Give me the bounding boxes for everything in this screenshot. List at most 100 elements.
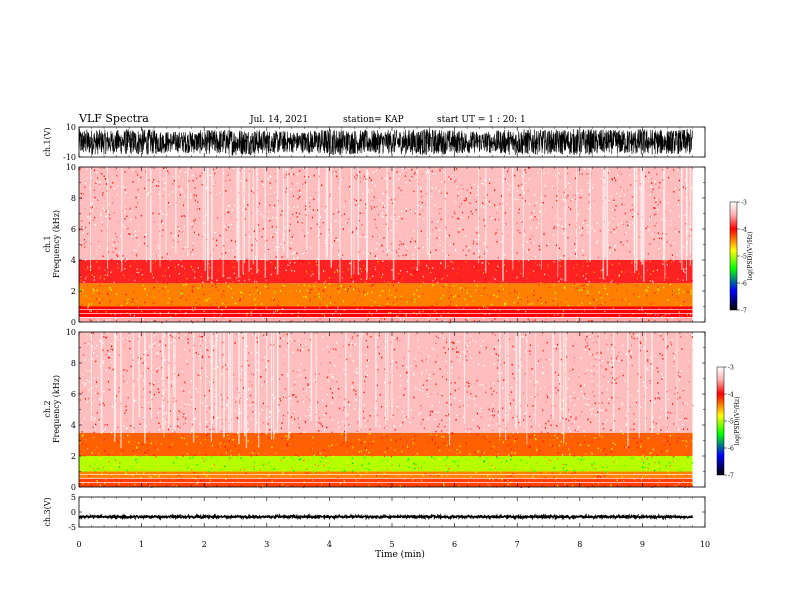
- spectrogram-cell: [290, 188, 292, 190]
- spectrogram-cell: [551, 313, 553, 315]
- spectrogram-cell: [547, 171, 549, 174]
- spectrogram-cell: [283, 319, 286, 322]
- spectrogram-cell: [407, 446, 409, 448]
- spectrogram-cell: [644, 175, 647, 178]
- spectrogram-cell: [369, 428, 371, 431]
- spectrogram-cell: [419, 199, 421, 202]
- spectrogram-cell: [321, 184, 323, 187]
- spectrogram-cell: [497, 265, 499, 268]
- spectrogram-cell: [177, 235, 180, 237]
- spectrogram-cell: [305, 415, 307, 417]
- spectrogram-cell: [426, 347, 428, 349]
- spectrogram-cell: [267, 227, 269, 229]
- spectrogram-cell: [123, 208, 125, 211]
- spectrogram-cell: [657, 235, 659, 238]
- spectrogram-cell: [579, 463, 581, 465]
- spectrogram-cell: [148, 283, 151, 286]
- spectrogram-cell: [500, 195, 503, 197]
- spectrogram-cell: [143, 301, 146, 304]
- spectrogram-cell: [228, 285, 230, 288]
- spectrogram-cell: [519, 170, 521, 173]
- spectrogram-cell: [674, 187, 677, 189]
- spectrogram-cell: [673, 242, 675, 244]
- spectrogram-cell: [539, 248, 541, 251]
- spectrogram-cell: [414, 435, 416, 437]
- spectrogram-cell: [321, 298, 323, 300]
- spectrogram-cell: [110, 468, 112, 470]
- spectrogram-cell: [288, 264, 291, 267]
- spectrogram-cell: [628, 250, 631, 253]
- spectrogram-cell: [513, 301, 515, 304]
- spectrogram-cell: [504, 258, 507, 261]
- spectrogram-cell: [115, 317, 117, 320]
- spectrogram-cell: [323, 302, 325, 304]
- spectrogram-cell: [482, 183, 484, 185]
- spectrogram-cell: [188, 391, 191, 393]
- spectrogram-cell: [550, 193, 552, 195]
- spectrogram-cell: [122, 210, 124, 212]
- spectrogram-cell: [587, 275, 589, 278]
- spectrogram-cell: [576, 318, 578, 320]
- spectrogram-cell: [331, 259, 333, 262]
- spectrogram-cell: [110, 271, 112, 273]
- spectrogram-cell: [375, 227, 377, 229]
- spectrogram-cell: [231, 209, 233, 211]
- spectrogram-cell: [328, 168, 330, 170]
- spectrogram-cell: [494, 194, 496, 196]
- spectrogram-cell: [655, 436, 657, 439]
- spectrogram-cell: [177, 264, 180, 266]
- spectrogram-cell: [630, 351, 633, 353]
- spectrogram-cell: [297, 445, 299, 448]
- spectrogram-cell: [464, 223, 466, 225]
- spectrogram-cell: [497, 359, 499, 362]
- spectrogram-cell: [553, 227, 555, 229]
- spectrogram-cell: [592, 353, 594, 356]
- spectrogram-cell: [424, 283, 426, 285]
- spectrogram-cell: [386, 468, 389, 470]
- spectrogram-cell: [567, 194, 569, 197]
- spectrogram-cell: [348, 229, 350, 232]
- spectrogram-cell: [666, 417, 669, 419]
- spectrogram-cell: [673, 169, 675, 171]
- spectrogram-cell: [336, 271, 339, 273]
- spectrogram-cell: [582, 262, 584, 264]
- spectrogram-cell: [81, 304, 83, 306]
- spectrogram-cell: [248, 275, 250, 277]
- spectrogram-cell: [434, 418, 436, 421]
- spectrogram-cell: [98, 198, 100, 200]
- spectrogram-cell: [218, 269, 220, 272]
- spectrogram-cell: [614, 246, 616, 248]
- spectrogram-cell: [607, 244, 609, 246]
- spectrogram-cell: [516, 252, 518, 254]
- spectrogram-cell: [164, 423, 167, 425]
- spectrogram-cell: [690, 186, 693, 189]
- spectrogram-cell: [270, 235, 273, 237]
- spectrogram-cell: [597, 256, 600, 259]
- spectrogram-cell: [542, 440, 544, 442]
- spectrogram-cell: [442, 337, 445, 340]
- spectrogram-cell: [140, 176, 142, 179]
- spectrogram-cell: [175, 313, 177, 316]
- spectrogram-cell: [271, 394, 274, 396]
- spectrogram-cell: [649, 278, 651, 281]
- spectrogram-cell: [319, 421, 321, 424]
- spectrogram-cell: [618, 171, 621, 174]
- spectrogram-cell: [434, 177, 436, 179]
- spectrogram-cell: [670, 258, 672, 260]
- spectrogram-cell: [422, 281, 424, 283]
- spectrogram-cell: [539, 210, 541, 212]
- spectrogram-cell: [270, 227, 272, 229]
- spectrogram-cell: [446, 235, 448, 237]
- spectrogram-cell: [635, 399, 637, 401]
- spectrogram-cell: [425, 229, 427, 231]
- spectrogram-cell: [96, 171, 98, 174]
- spectrogram-cell: [684, 214, 686, 216]
- spectrogram-cell: [679, 375, 681, 378]
- spectrogram-cell: [462, 228, 464, 231]
- spectrogram-cell: [337, 421, 339, 424]
- spectrogram-cell: [426, 295, 428, 298]
- spectrogram-cell: [535, 218, 538, 221]
- spectrogram-cell: [545, 471, 547, 474]
- spectrogram-cell: [562, 218, 565, 220]
- spectrogram-cell: [97, 320, 100, 322]
